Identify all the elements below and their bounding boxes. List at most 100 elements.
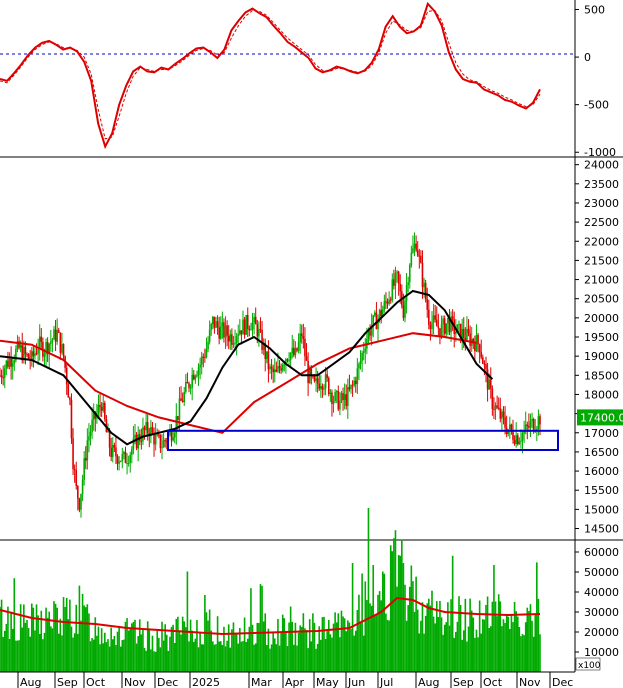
candle bbox=[200, 351, 203, 375]
candle-body bbox=[259, 329, 262, 331]
candle-body bbox=[440, 324, 443, 337]
candle-body bbox=[502, 411, 505, 418]
candle bbox=[520, 429, 522, 449]
volume-bar bbox=[434, 623, 436, 672]
candle-body bbox=[13, 360, 16, 364]
candle bbox=[451, 309, 454, 331]
volume-bar bbox=[358, 594, 360, 672]
volume-bar bbox=[302, 613, 305, 672]
volume-bar bbox=[291, 621, 294, 672]
candle-body bbox=[278, 365, 281, 369]
candle bbox=[251, 312, 254, 339]
volume-bar bbox=[131, 623, 133, 672]
candle bbox=[388, 291, 390, 306]
volume-bar bbox=[231, 629, 233, 672]
candle-body bbox=[108, 430, 111, 448]
candle bbox=[351, 380, 354, 397]
candle bbox=[347, 378, 349, 419]
candle bbox=[445, 323, 448, 339]
candle bbox=[219, 316, 222, 340]
volume-bar bbox=[532, 636, 535, 672]
candle bbox=[215, 316, 217, 329]
candle-body bbox=[169, 430, 171, 436]
candle bbox=[64, 355, 66, 373]
candle bbox=[515, 422, 517, 448]
volume-bar bbox=[402, 563, 405, 672]
candle bbox=[324, 366, 327, 396]
candle bbox=[323, 384, 325, 396]
candle bbox=[54, 319, 57, 352]
candle-body bbox=[413, 243, 416, 249]
candle-body bbox=[300, 333, 303, 336]
volume-bar bbox=[437, 616, 440, 672]
volume-bar bbox=[102, 643, 105, 672]
candle bbox=[235, 332, 238, 356]
candle-body bbox=[501, 411, 503, 419]
candle bbox=[262, 338, 265, 356]
volume-bar bbox=[180, 634, 182, 672]
volume-bar bbox=[401, 539, 403, 672]
candle-body bbox=[178, 398, 181, 420]
volume-bar bbox=[520, 636, 522, 672]
volume-bar bbox=[496, 616, 498, 672]
candle-body bbox=[56, 330, 58, 342]
candle-body bbox=[162, 440, 165, 448]
volume-y-axis: 60000 50000 40000 30000 20000 10000 bbox=[575, 546, 619, 659]
candle-body bbox=[10, 358, 12, 367]
candle bbox=[450, 311, 452, 342]
volume-bar bbox=[213, 644, 216, 672]
volume-bar bbox=[202, 644, 205, 672]
candle bbox=[159, 434, 162, 453]
volume-bar bbox=[165, 634, 168, 672]
candle-body bbox=[135, 434, 138, 449]
candle-body bbox=[8, 358, 11, 367]
volume-bar bbox=[189, 619, 192, 672]
candle bbox=[321, 383, 324, 398]
volume-bar bbox=[456, 621, 459, 672]
volume-bar bbox=[415, 576, 417, 672]
volume-bar bbox=[347, 620, 349, 672]
candle-body bbox=[232, 342, 235, 345]
candle-body bbox=[140, 440, 143, 442]
candle-body bbox=[329, 392, 332, 395]
volume-bar bbox=[218, 641, 220, 672]
candle-body bbox=[466, 328, 468, 341]
volume-bar bbox=[11, 628, 14, 672]
volume-bar bbox=[221, 644, 224, 672]
candle bbox=[340, 390, 343, 404]
candle bbox=[286, 358, 289, 363]
volume-bar bbox=[397, 555, 400, 672]
candle bbox=[81, 474, 84, 502]
candle bbox=[385, 292, 387, 309]
candle bbox=[408, 263, 411, 289]
y-tick-label: 50000 bbox=[584, 566, 619, 579]
candle-body bbox=[207, 341, 209, 350]
oscillator-signal-line bbox=[0, 9, 541, 140]
candle-body bbox=[183, 391, 186, 402]
volume-bar bbox=[385, 613, 387, 672]
candle bbox=[162, 432, 165, 448]
candle bbox=[78, 497, 81, 513]
candle bbox=[158, 429, 160, 439]
candle-body bbox=[88, 436, 90, 441]
candle bbox=[127, 455, 130, 467]
volume-bar bbox=[273, 638, 276, 672]
y-tick-label: 15000 bbox=[584, 503, 619, 516]
volume-bar bbox=[286, 646, 289, 672]
volume-bar bbox=[46, 617, 49, 672]
candle bbox=[140, 428, 143, 450]
month-label: Sep bbox=[57, 676, 78, 688]
candle-body bbox=[19, 345, 22, 348]
volume-bar bbox=[70, 626, 73, 672]
candle-body bbox=[448, 317, 451, 333]
candle-body bbox=[418, 255, 421, 257]
volume-bar bbox=[258, 622, 260, 672]
candle-body bbox=[397, 271, 400, 284]
candle bbox=[84, 446, 87, 470]
candle bbox=[253, 312, 255, 335]
volume-bar bbox=[442, 634, 444, 672]
volume-bar bbox=[278, 645, 281, 672]
volume-bar bbox=[224, 646, 227, 672]
y-tick-label: 20000 bbox=[584, 312, 619, 325]
candle-body bbox=[62, 344, 65, 357]
